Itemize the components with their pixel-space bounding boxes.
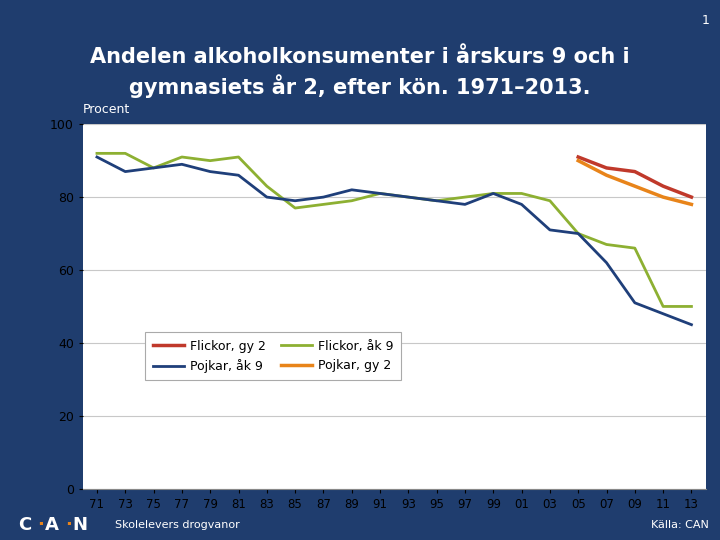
Text: A: A (45, 516, 59, 534)
Text: Procent: Procent (83, 103, 130, 116)
Text: ·: · (37, 516, 45, 534)
Text: gymnasiets år 2, efter kön. 1971–2013.: gymnasiets år 2, efter kön. 1971–2013. (130, 75, 590, 98)
Text: Källa: CAN: Källa: CAN (652, 520, 709, 530)
Text: N: N (73, 516, 88, 534)
Legend: Flickor, gy 2, Pojkar, åk 9, Flickor, åk 9, Pojkar, gy 2: Flickor, gy 2, Pojkar, åk 9, Flickor, åk… (145, 332, 402, 380)
Text: C: C (18, 516, 31, 534)
Text: ·: · (65, 516, 72, 534)
Text: Andelen alkoholkonsumenter i årskurs 9 och i: Andelen alkoholkonsumenter i årskurs 9 o… (90, 46, 630, 67)
Text: Skolelevers drogvanor: Skolelevers drogvanor (115, 520, 240, 530)
Text: 1: 1 (701, 14, 709, 26)
